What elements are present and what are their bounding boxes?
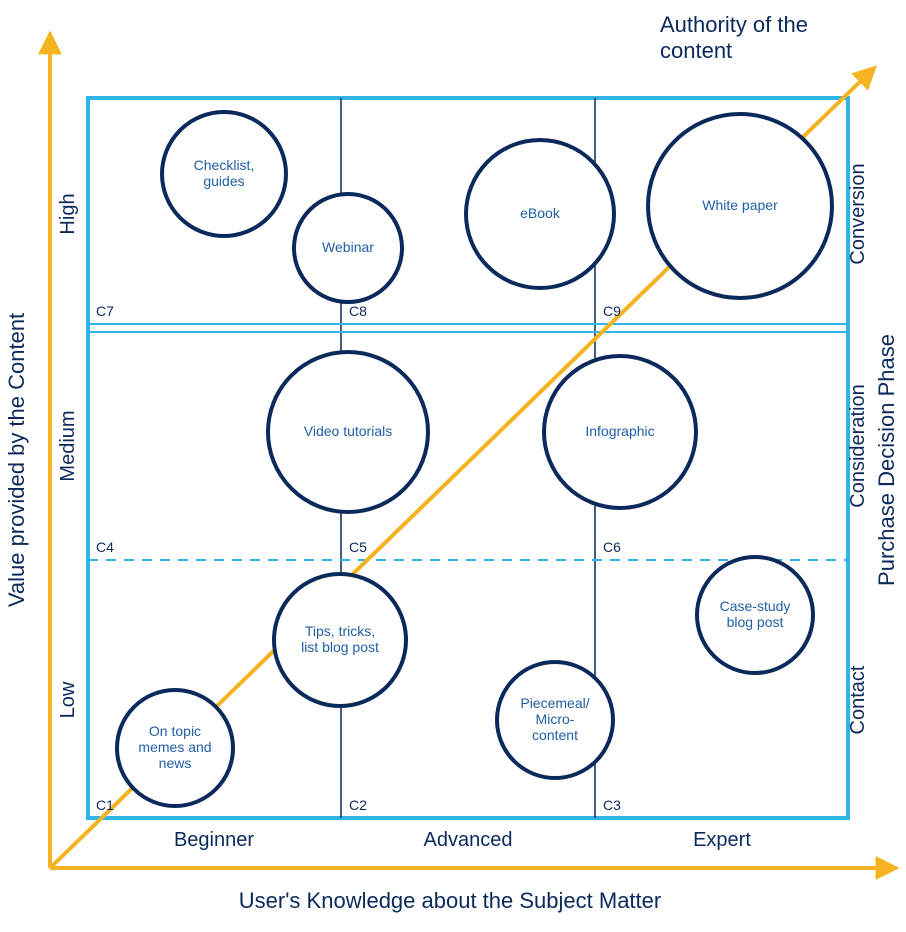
- cell-label-c2: C2: [349, 797, 367, 813]
- cell-label-c9: C9: [603, 303, 621, 319]
- bubble-whitepaper: White paper: [648, 114, 832, 298]
- bubble-checklist: Checklist,guides: [162, 112, 286, 236]
- bubble-ebook: eBook: [466, 140, 614, 288]
- bubble-memes-label: news: [159, 755, 192, 771]
- y-cat-medium: Medium: [57, 410, 79, 481]
- bubble-whitepaper-label: White paper: [702, 197, 778, 213]
- cell-label-c3: C3: [603, 797, 621, 813]
- bubble-video-label: Video tutorials: [304, 423, 392, 439]
- bubble-ebook-label: eBook: [520, 205, 561, 221]
- x-axis-title: User's Knowledge about the Subject Matte…: [239, 888, 661, 913]
- diagonal-label: Authority of the: [660, 12, 808, 37]
- bubble-checklist-label: guides: [203, 173, 244, 189]
- bubble-webinar-label: Webinar: [322, 239, 374, 255]
- cell-label-c8: C8: [349, 303, 367, 319]
- diagram: Authority of thecontentUser's Knowledge …: [0, 0, 906, 932]
- bubble-case-study: Case-studyblog post: [697, 557, 813, 673]
- phase-conversion: Conversion: [847, 163, 869, 264]
- cell-label-c6: C6: [603, 539, 621, 555]
- bubble-checklist-label: Checklist,: [194, 157, 255, 173]
- x-cat-expert: Expert: [693, 829, 751, 851]
- bubble-tips: Tips, tricks,list blog post: [274, 574, 406, 706]
- cell-label-c7: C7: [96, 303, 114, 319]
- bubble-case-study-label: Case-study: [720, 598, 791, 614]
- right-axis-title: Purchase Decision Phase: [874, 334, 899, 586]
- bubble-piecemeal-label: Piecemeal/: [520, 695, 589, 711]
- cell-label-c1: C1: [96, 797, 114, 813]
- y-cat-low: Low: [57, 681, 79, 718]
- y-axis-title: Value provided by the Content: [4, 313, 29, 607]
- bubble-webinar: Webinar: [294, 194, 402, 302]
- y-cat-high: High: [57, 193, 79, 234]
- x-cat-advanced: Advanced: [424, 829, 513, 851]
- bubble-memes: On topicmemes andnews: [117, 690, 233, 806]
- cell-label-c5: C5: [349, 539, 367, 555]
- cell-label-c4: C4: [96, 539, 114, 555]
- x-cat-beginner: Beginner: [174, 829, 254, 851]
- diagonal-label: content: [660, 38, 732, 63]
- bubble-tips-label: Tips, tricks,: [305, 623, 375, 639]
- bubble-tips-label: list blog post: [301, 639, 379, 655]
- bubble-piecemeal-label: content: [532, 727, 578, 743]
- bubble-case-study-label: blog post: [727, 614, 784, 630]
- bubble-video: Video tutorials: [268, 352, 428, 512]
- bubble-memes-label: memes and: [138, 739, 211, 755]
- bubble-infographic-label: Infographic: [585, 423, 654, 439]
- bubble-piecemeal: Piecemeal/Micro-content: [497, 662, 613, 778]
- bubble-piecemeal-label: Micro-: [536, 711, 575, 727]
- phase-consideration: Consideration: [847, 384, 869, 507]
- phase-contact: Contact: [847, 665, 869, 734]
- bubble-memes-label: On topic: [149, 723, 201, 739]
- bubble-infographic: Infographic: [544, 356, 696, 508]
